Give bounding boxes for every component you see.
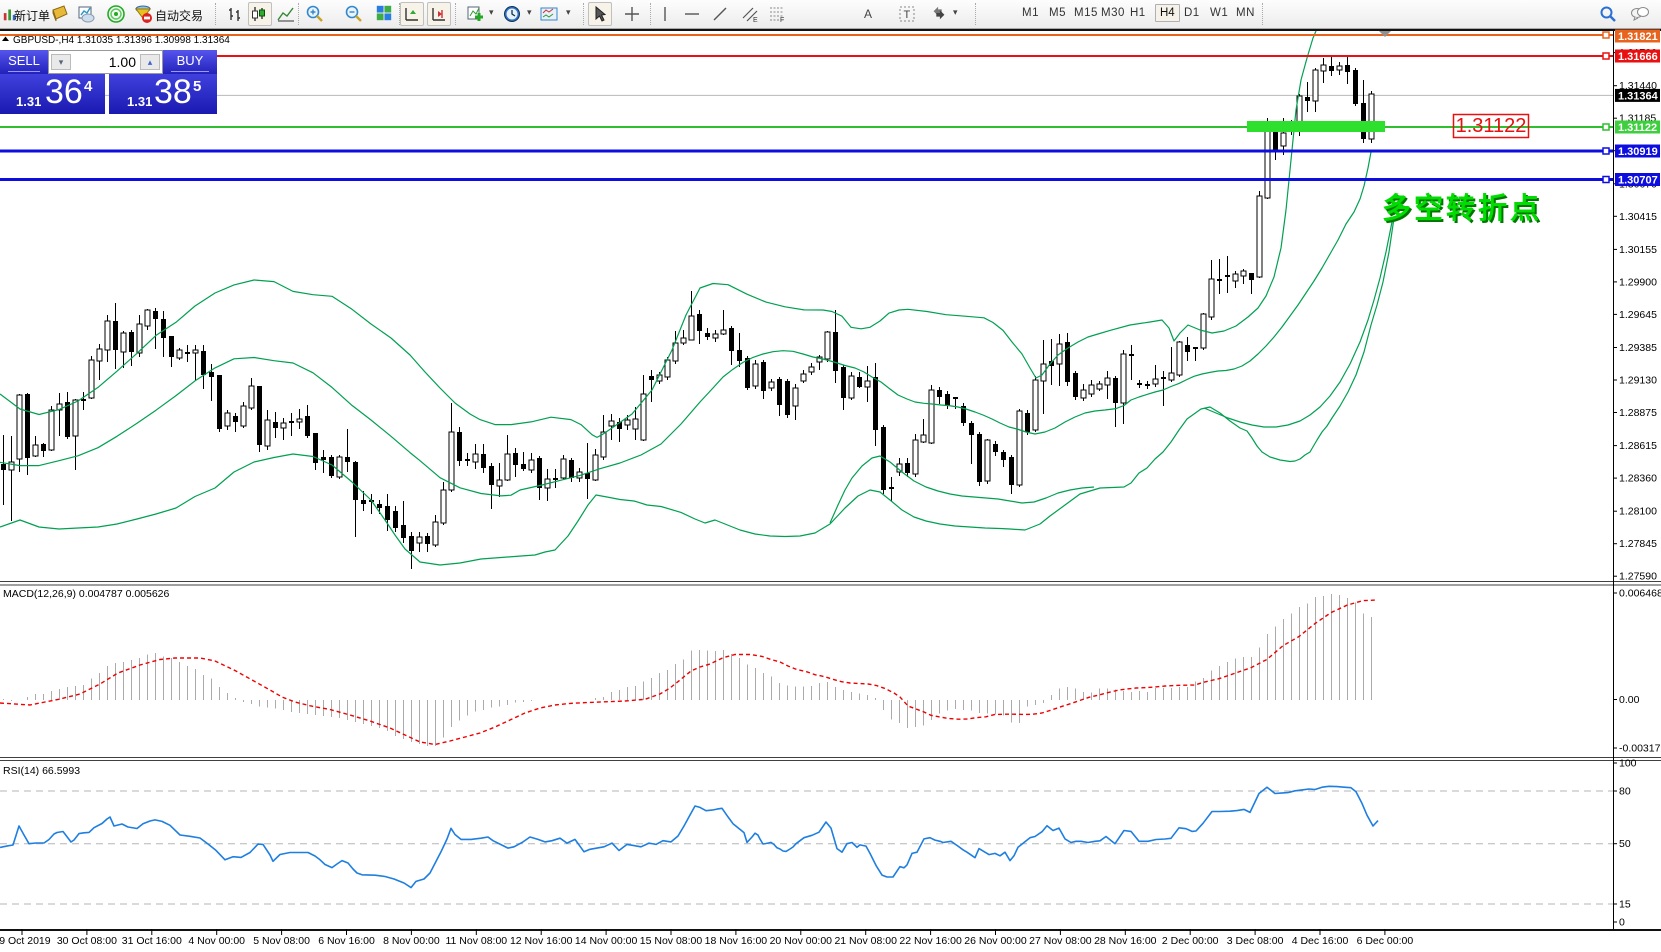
svg-text:21 Nov 08:00: 21 Nov 08:00 <box>834 935 897 947</box>
svg-text:6 Nov 16:00: 6 Nov 16:00 <box>318 935 375 947</box>
svg-text:E: E <box>753 17 758 24</box>
svg-text:11 Nov 08:00: 11 Nov 08:00 <box>445 935 507 947</box>
svg-text:22 Nov 16:00: 22 Nov 16:00 <box>899 935 962 947</box>
svg-text:5 Nov 08:00: 5 Nov 08:00 <box>253 935 310 947</box>
svg-text:0.00: 0.00 <box>1619 694 1640 706</box>
svg-text:0.006468: 0.006468 <box>1619 588 1661 600</box>
svg-text:12 Nov 16:00: 12 Nov 16:00 <box>510 935 573 947</box>
svg-text:18 Nov 16:00: 18 Nov 16:00 <box>705 935 768 947</box>
svg-text:1.28875: 1.28875 <box>1619 407 1657 419</box>
svg-text:1.28615: 1.28615 <box>1619 440 1657 452</box>
svg-text:27 Nov 08:00: 27 Nov 08:00 <box>1029 935 1092 947</box>
svg-text:1.27845: 1.27845 <box>1619 538 1657 550</box>
svg-text:1.31821: 1.31821 <box>1618 31 1658 43</box>
svg-text:1.31122: 1.31122 <box>1618 122 1657 134</box>
svg-text:1.31122: 1.31122 <box>1456 115 1527 137</box>
svg-text:20 Nov 00:00: 20 Nov 00:00 <box>770 935 833 947</box>
svg-text:31 Oct 16:00: 31 Oct 16:00 <box>122 935 182 947</box>
svg-text:3 Dec 08:00: 3 Dec 08:00 <box>1227 935 1284 947</box>
svg-text:1.29645: 1.29645 <box>1619 309 1657 321</box>
svg-text:1.28100: 1.28100 <box>1619 506 1657 518</box>
svg-text:1.30707: 1.30707 <box>1618 175 1658 187</box>
svg-text:4 Dec 16:00: 4 Dec 16:00 <box>1292 935 1349 947</box>
svg-text:RSI(14) 66.5993: RSI(14) 66.5993 <box>3 765 80 777</box>
svg-text:F: F <box>780 17 784 24</box>
svg-text:6 Dec 00:00: 6 Dec 00:00 <box>1357 935 1414 947</box>
svg-text:1.30415: 1.30415 <box>1619 211 1657 223</box>
svg-text:1.29130: 1.29130 <box>1619 375 1657 387</box>
svg-text:1.30155: 1.30155 <box>1619 244 1657 256</box>
svg-text:1.29385: 1.29385 <box>1619 342 1657 354</box>
svg-text:多空转折点: 多空转折点 <box>1384 193 1544 227</box>
svg-text:1.27590: 1.27590 <box>1619 571 1657 583</box>
svg-text:0: 0 <box>1619 917 1625 929</box>
svg-text:80: 80 <box>1619 786 1631 798</box>
svg-text:GBPUSD-,H4 1.31035 1.31396 1.: GBPUSD-,H4 1.31035 1.31396 1.30998 1.313… <box>13 35 230 46</box>
svg-text:2 Dec 00:00: 2 Dec 00:00 <box>1162 935 1219 947</box>
svg-text:1.31666: 1.31666 <box>1618 51 1658 63</box>
svg-text:8 Nov 00:00: 8 Nov 00:00 <box>383 935 440 947</box>
svg-text:4 Nov 00:00: 4 Nov 00:00 <box>188 935 245 947</box>
svg-text:50: 50 <box>1619 838 1631 850</box>
svg-text:30 Oct 08:00: 30 Oct 08:00 <box>57 935 117 947</box>
svg-text:1.28360: 1.28360 <box>1619 473 1657 485</box>
svg-text:T: T <box>904 9 911 21</box>
svg-text:15: 15 <box>1619 899 1631 911</box>
svg-text:14 Nov 00:00: 14 Nov 00:00 <box>575 935 638 947</box>
svg-text:1.30919: 1.30919 <box>1618 146 1658 158</box>
svg-text:1.31364: 1.31364 <box>1618 90 1659 102</box>
svg-text:28 Nov 16:00: 28 Nov 16:00 <box>1094 935 1157 947</box>
svg-text:1.29900: 1.29900 <box>1619 276 1657 288</box>
svg-text:100: 100 <box>1619 758 1637 770</box>
svg-text:MACD(12,26,9) 0.004787 0.00562: MACD(12,26,9) 0.004787 0.005626 <box>3 588 170 600</box>
svg-text:多空转折点: 多空转折点 <box>1382 191 1542 225</box>
svg-text:15 Nov 08:00: 15 Nov 08:00 <box>640 935 703 947</box>
svg-text:26 Nov 00:00: 26 Nov 00:00 <box>964 935 1027 947</box>
svg-text:29 Oct 2019: 29 Oct 2019 <box>0 935 51 947</box>
